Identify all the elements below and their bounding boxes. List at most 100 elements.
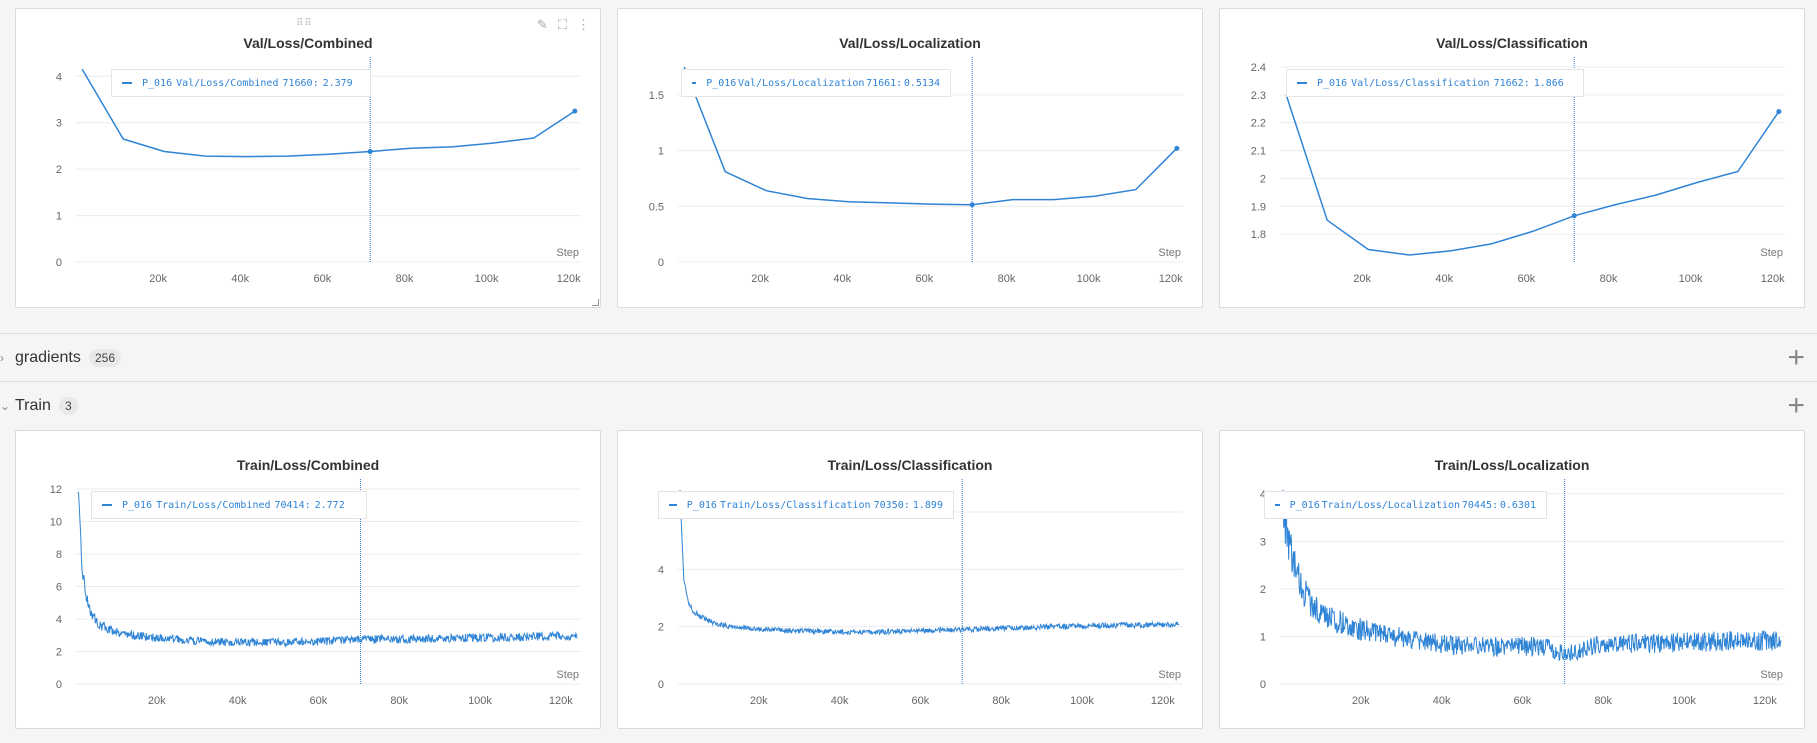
series-line — [683, 66, 1178, 206]
section-train: ⌄ Train 3 + — [0, 381, 1817, 429]
x-tick-label: 40k — [1433, 695, 1451, 707]
chart-tooltip-legend: P_016 Train/Loss/Classification 70350: 1… — [658, 491, 954, 519]
legend-run: P_016 — [122, 499, 153, 511]
series-end-point — [1776, 109, 1782, 115]
line-chart[interactable]: 0 2 4 6 8 10 12 20k 40k 60k 80k 100k 120k Step — [16, 431, 602, 730]
legend-value: 1.899 — [912, 499, 943, 511]
series-line — [81, 68, 576, 158]
y-tick-label: 3 — [56, 118, 62, 130]
y-tick-label: 2 — [56, 647, 62, 659]
chart-panel-train-loss-combined[interactable]: Train/Loss/Combined 0 2 4 6 8 10 12 20k 40k 60k 80… — [15, 430, 601, 729]
legend-run: P_016 — [686, 499, 717, 511]
legend-value: 0.6301 — [1499, 499, 1536, 511]
y-tick-label: 0.5 — [649, 201, 664, 213]
line-chart[interactable]: 0 0.5 1 1.5 20k 40k 60k 80k 100k 120k Step — [618, 9, 1204, 309]
resize-handle[interactable] — [592, 299, 599, 306]
y-tick-label: 2 — [1260, 173, 1266, 185]
x-tick-label: 80k — [998, 273, 1016, 285]
x-tick-label: 20k — [751, 273, 769, 285]
chart-title: Train/Loss/Localization — [1434, 457, 1590, 473]
pencil-icon[interactable]: ✎ — [536, 17, 548, 32]
x-tick-label: 60k — [310, 695, 328, 707]
line-chart[interactable]: 024620k40k60k80k100k120kStep — [618, 431, 1204, 730]
chart-tooltip-legend: P_016 Val/Loss/Classification 71662: 1.8… — [1286, 69, 1584, 97]
legend-step: 71660: — [282, 77, 319, 89]
y-tick-label: 8 — [56, 549, 62, 561]
x-tick-label: 20k — [1353, 273, 1371, 285]
legend-metric: Val/Loss/Classification — [1351, 77, 1490, 89]
y-tick-label: 1.9 — [1251, 201, 1266, 213]
legend-step: 70445: — [1461, 499, 1499, 511]
x-axis-label: Step — [1760, 669, 1783, 681]
x-tick-label: 120k — [557, 273, 581, 285]
series-end-point — [572, 108, 578, 114]
line-chart[interactable]: 1.8 1.9 2 2.1 2.2 2.3 2.4 20k 40k 60k 80k 100k 120k S… — [1220, 9, 1806, 309]
y-tick-label: 2 — [1260, 584, 1266, 596]
chart-panel-val-loss-classification[interactable]: Val/Loss/Classification 1.8 1.9 2 2.1 2.2 2.3… — [1219, 8, 1805, 308]
x-tick-label: 20k — [148, 695, 166, 707]
chart-title: Val/Loss/Combined — [243, 35, 373, 51]
chart-panel-train-loss-localization[interactable]: Train/Loss/Localization 0 1 2 3 4 20k 40k 60k 80… — [1219, 430, 1805, 729]
legend-metric: Train/Loss/Localization — [1321, 499, 1461, 511]
plus-icon[interactable]: + — [1787, 341, 1805, 374]
legend-swatch — [122, 82, 132, 84]
y-tick-label: 6 — [56, 582, 62, 594]
hover-point — [1571, 213, 1577, 219]
x-tick-label: 100k — [468, 695, 492, 707]
y-tick-label: 2.1 — [1251, 146, 1266, 158]
x-tick-label: 40k — [1435, 273, 1453, 285]
section-header[interactable]: › gradients 256 + — [0, 334, 1817, 382]
legend-value: 1.866 — [1533, 77, 1564, 89]
legend-value: 2.379 — [322, 77, 353, 89]
x-tick-label: 20k — [1352, 695, 1370, 707]
x-tick-label: 20k — [750, 695, 768, 707]
legend-run: P_016 — [142, 77, 173, 89]
legend-swatch — [1275, 504, 1280, 506]
x-tick-label: 80k — [1600, 273, 1618, 285]
section-header[interactable]: ⌄ Train 3 + — [0, 382, 1817, 430]
series-line — [679, 489, 1180, 636]
panel-toolbar: ✎ ⛶ ⋮ — [537, 17, 590, 33]
x-tick-label: 80k — [992, 695, 1010, 707]
y-tick-label: 2.2 — [1251, 118, 1266, 130]
y-tick-label: 2 — [658, 622, 664, 634]
line-chart[interactable]: 0 1 2 3 4 20k 40k 60k 80k 100k 120k Step — [16, 9, 602, 309]
legend-swatch — [1297, 82, 1307, 84]
x-tick-label: 80k — [390, 695, 408, 707]
legend-value: 2.772 — [314, 499, 345, 511]
x-axis-label: Step — [1760, 247, 1783, 259]
x-tick-label: 120k — [1753, 695, 1777, 707]
x-axis-label: Step — [1158, 247, 1181, 259]
legend-step: 70414: — [274, 499, 311, 511]
x-tick-label: 40k — [229, 695, 247, 707]
section-title: gradients — [15, 349, 81, 366]
chart-panel-val-loss-localization[interactable]: Val/Loss/Localization 0 0.5 1 1.5 20k 40k 60k 8… — [617, 8, 1203, 308]
x-tick-label: 80k — [1594, 695, 1612, 707]
chevron-right-icon[interactable]: › — [0, 351, 4, 365]
more-vertical-icon[interactable]: ⋮ — [577, 17, 590, 32]
chart-tooltip-legend: P_016 Train/Loss/Combined 70414: 2.772 — [91, 491, 367, 519]
x-tick-label: 120k — [1761, 273, 1785, 285]
plus-icon[interactable]: + — [1787, 389, 1805, 422]
y-tick-label: 0 — [56, 679, 62, 691]
x-tick-label: 60k — [1514, 695, 1532, 707]
chart-panel-train-loss-classification[interactable]: Train/Loss/Classification 024620k40k60k8… — [617, 430, 1203, 729]
hover-point — [969, 202, 975, 208]
line-chart[interactable]: 0 1 2 3 4 20k 40k 60k 80k 100k 120k Step — [1220, 431, 1806, 730]
drag-handle-icon[interactable]: ⠿⠿ — [296, 18, 313, 29]
x-tick-label: 20k — [149, 273, 167, 285]
legend-swatch — [669, 504, 677, 506]
y-tick-label: 4 — [56, 614, 62, 626]
expand-icon[interactable]: ⛶ — [557, 17, 567, 32]
legend-step: 70350: — [873, 499, 910, 511]
legend-run: P_016 — [706, 77, 737, 89]
x-tick-label: 80k — [396, 273, 414, 285]
chart-panel-val-loss-combined[interactable]: ⠿⠿ ✎ ⛶ ⋮ Val/Loss/Combined 0 1 2 3 4 20k 40k 60… — [15, 8, 601, 308]
x-tick-label: 40k — [831, 695, 849, 707]
x-tick-label: 40k — [833, 273, 851, 285]
y-tick-label: 4 — [56, 71, 62, 83]
chevron-down-icon[interactable]: ⌄ — [0, 399, 11, 413]
y-tick-label: 4 — [1260, 489, 1266, 501]
y-tick-label: 1.8 — [1251, 229, 1266, 241]
legend-step: 71662: — [1493, 77, 1530, 89]
